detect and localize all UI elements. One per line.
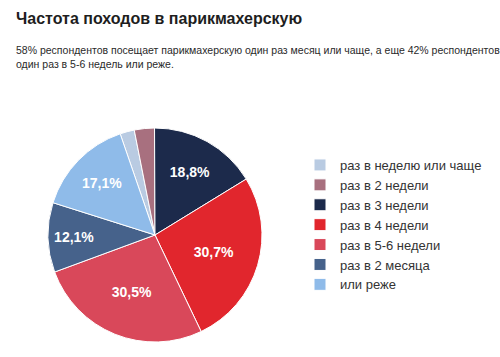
svg-text:раз в 2 месяца: раз в 2 месяца bbox=[340, 258, 430, 273]
svg-text:раз в 4 недели: раз в 4 недели bbox=[340, 218, 429, 233]
svg-text:17,1%: 17,1% bbox=[82, 175, 122, 191]
svg-text:или реже: или реже bbox=[340, 277, 396, 292]
svg-text:12,1%: 12,1% bbox=[54, 229, 94, 245]
svg-text:раз в 3 недели: раз в 3 недели bbox=[340, 198, 429, 213]
svg-text:18,8%: 18,8% bbox=[170, 164, 210, 180]
svg-text:Частота походов в парикмахерск: Частота походов в парикмахерскую bbox=[16, 10, 302, 27]
svg-text:30,5%: 30,5% bbox=[112, 284, 152, 300]
svg-text:раз в 2 недели: раз в 2 недели bbox=[340, 178, 429, 193]
svg-text:раз в неделю или чаще: раз в неделю или чаще bbox=[340, 158, 481, 173]
svg-text:58% респондентов посещает пари: 58% респондентов посещает парикмахерскую… bbox=[16, 44, 500, 70]
svg-text:раз в 5-6 недели: раз в 5-6 недели bbox=[340, 238, 440, 253]
svg-text:30,7%: 30,7% bbox=[194, 244, 234, 260]
